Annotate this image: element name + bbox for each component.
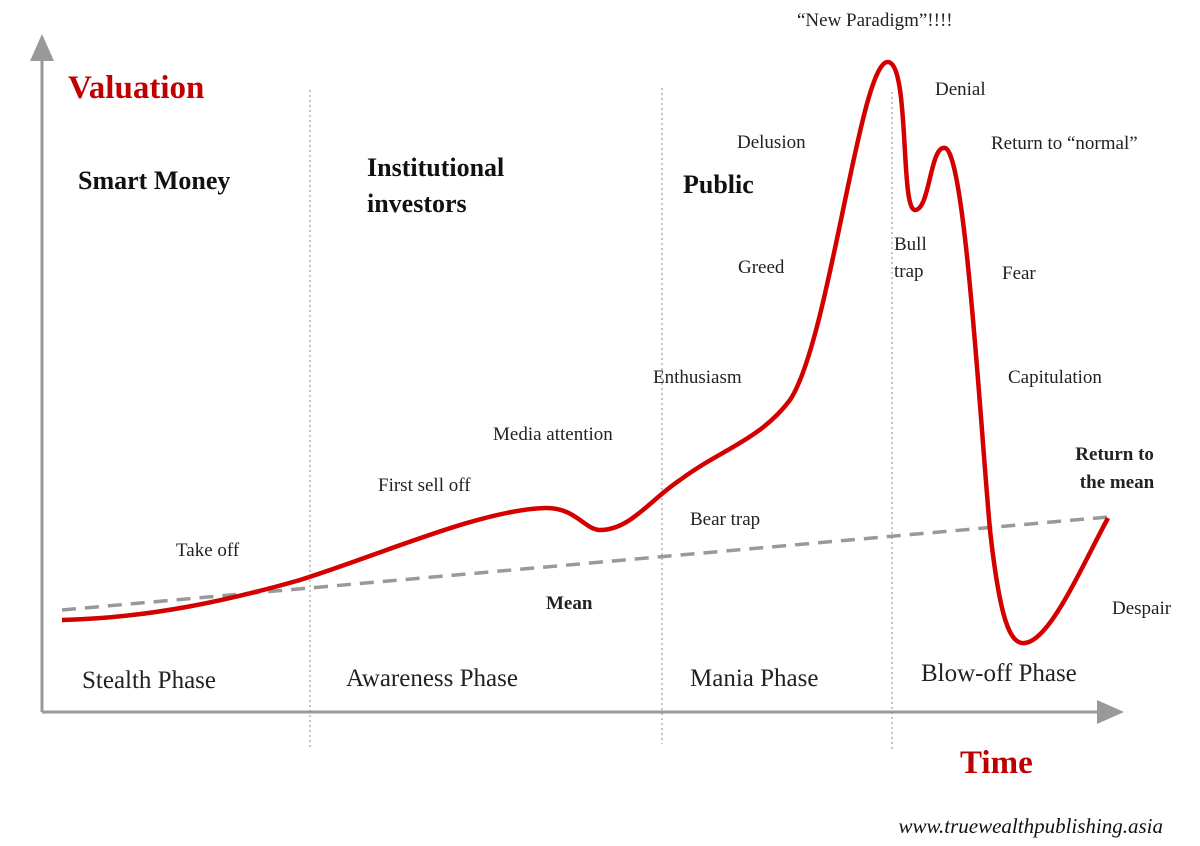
annotation: Capitulation	[1008, 367, 1102, 388]
phase-label: Stealth Phase	[82, 667, 216, 694]
phase-label: Blow-off Phase	[921, 660, 1077, 687]
annotation: Fear	[1002, 263, 1036, 284]
annotation: Enthusiasm	[653, 367, 742, 388]
label-line: the mean	[1080, 472, 1155, 493]
annotation: Greed	[738, 257, 785, 278]
mean-line	[61, 515, 1109, 612]
label-line: investors	[367, 189, 467, 218]
label-line: Return to	[1075, 444, 1154, 465]
annotation: Media attention	[493, 424, 613, 445]
annotation: “New Paradigm”!!!!	[797, 10, 953, 31]
annotation: Despair	[1112, 598, 1172, 619]
annotation: Denial	[935, 79, 986, 100]
annotation: Mean	[546, 593, 593, 614]
annotation: Take off	[176, 540, 240, 561]
annotation: Delusion	[737, 132, 806, 153]
annotation: First sell off	[378, 475, 471, 496]
phase-label: Awareness Phase	[346, 665, 518, 692]
label-line: trap	[894, 261, 924, 282]
label-line: Institutional	[367, 153, 504, 182]
phase-label: Mania Phase	[690, 665, 818, 692]
participant-label: Public	[683, 170, 754, 199]
label-line: Bull	[894, 234, 927, 255]
valuation-curve	[61, 59, 1110, 646]
annotation: Bear trap	[690, 509, 760, 530]
annotation: Bull trap	[894, 234, 931, 282]
source: www.truewealthpublishing.asia	[899, 814, 1163, 838]
x-axis-title: Time	[960, 745, 1033, 781]
participant-label: Smart Money	[78, 166, 230, 195]
participant-label: Institutional investors	[367, 153, 511, 218]
y-axis-title: Valuation	[68, 70, 204, 106]
phase-dividers	[309, 88, 893, 750]
annotation: Return to “normal”	[991, 133, 1138, 154]
annotation: Return to the mean	[1075, 444, 1158, 493]
